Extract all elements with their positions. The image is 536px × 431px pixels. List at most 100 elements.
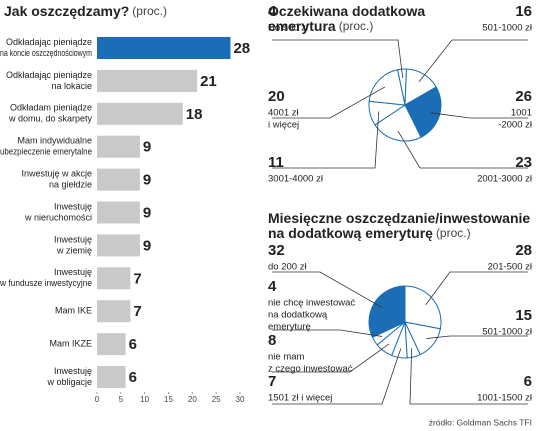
category-label: w nieruchomości <box>24 212 92 222</box>
category-label: Inwestuję w akcje <box>21 168 92 178</box>
category-label: Odkładając pieniądze <box>6 70 92 80</box>
category-label: w domu, do skarpety <box>8 114 93 124</box>
slice-label: 201-500 zł <box>488 262 533 273</box>
title: emerytura <box>268 18 336 34</box>
slice-label: 501-1000 zł <box>482 327 533 338</box>
title: Jak oszczędzamy? <box>4 3 129 19</box>
slice-label: z czego inwestować <box>268 364 353 375</box>
leader-line <box>272 86 386 119</box>
leader-line <box>272 271 383 308</box>
x-tick-label: 30 <box>236 395 245 404</box>
category-label: Inwestuję <box>54 234 92 244</box>
category-label: Odkładając pieniądze <box>6 37 92 47</box>
slice-label: i więcej <box>268 120 299 131</box>
category-label: Inwestuję <box>54 267 92 277</box>
bar <box>97 267 131 290</box>
value-label: 4 <box>268 3 277 20</box>
bar <box>97 201 140 224</box>
x-tick-label: 10 <box>140 395 149 404</box>
value-label: 18 <box>186 106 203 123</box>
value-label: 6 <box>524 373 532 390</box>
bar <box>97 333 126 356</box>
slice-label: 3001-4000 zł <box>268 174 324 185</box>
value-label: 8 <box>268 332 276 349</box>
pie-slice <box>374 104 422 142</box>
leader-line <box>272 39 404 79</box>
bar <box>97 135 140 158</box>
value-label: 9 <box>143 172 151 189</box>
value-label: 28 <box>515 242 532 259</box>
category-label: w ziemię <box>56 245 92 255</box>
category-label: ubezpieczenie emerytalne <box>0 147 92 157</box>
category-label: Mam IKE <box>55 306 92 316</box>
chart-title: emerytura (proc.) <box>268 18 373 34</box>
slice-label: na dodatkową <box>268 310 328 321</box>
pie-slice <box>404 285 442 330</box>
slice-label: emeryturę <box>268 322 311 333</box>
source: źródło: Goldman Sachs TFI <box>429 417 532 427</box>
x-tick-label: 5 <box>119 395 124 404</box>
value-label: 7 <box>268 373 276 390</box>
bar <box>97 37 231 59</box>
slice-label: nie mam <box>268 352 305 363</box>
value-label: 16 <box>515 3 532 20</box>
chart-title: na dodatkową emeryturę (proc.) <box>268 225 471 241</box>
leader-line <box>418 39 528 83</box>
bar <box>97 168 140 191</box>
slice-label: nie chcę inwestować <box>268 298 355 309</box>
pie-slice <box>404 86 442 138</box>
chart-title: Miesięczne oszczędzanie/inwestowanie <box>268 210 530 226</box>
leader-line <box>397 130 528 169</box>
slice-label: Do 500 zł <box>268 23 309 34</box>
bar <box>97 102 183 125</box>
bar <box>97 234 140 257</box>
value-label: 23 <box>515 154 532 171</box>
value-label: 15 <box>515 307 532 324</box>
value-label: 7 <box>133 303 141 320</box>
title: na dodatkową emeryturę <box>268 225 433 241</box>
x-tick-label: 15 <box>164 395 173 404</box>
category-label: Inwestuję <box>54 366 92 376</box>
subtitle: (proc.) <box>132 4 167 18</box>
value-label: 26 <box>515 88 532 105</box>
value-label: 28 <box>233 40 250 57</box>
category-label: w fundusze inwestycyjne <box>0 278 92 288</box>
value-label: 20 <box>268 88 285 105</box>
value-label: 32 <box>268 242 285 259</box>
value-label: 9 <box>143 204 151 221</box>
pie-slice <box>368 285 406 338</box>
chart-title: Oczekiwana dodatkowa <box>268 3 425 19</box>
title: Oczekiwana dodatkowa <box>268 3 425 19</box>
value-label: 11 <box>268 154 284 171</box>
slice-label: do 200 zł <box>268 262 307 273</box>
category-label: na koncie oszczędnościowym <box>0 48 92 58</box>
slice-label: 1001 <box>511 108 532 119</box>
leader-line <box>409 348 528 405</box>
leader-line <box>272 329 383 337</box>
chart-title: Jak oszczędzamy? (proc.) <box>4 3 167 19</box>
leader-line <box>272 343 390 373</box>
category-label: na lokacie <box>51 81 92 91</box>
leader-line <box>426 335 528 339</box>
value-label: 6 <box>129 369 137 386</box>
leader-line <box>425 271 528 306</box>
x-tick-label: 25 <box>212 395 221 404</box>
category-label: Inwestuję <box>54 201 92 211</box>
slice-label: 2001-3000 zł <box>477 174 533 185</box>
bar <box>97 366 126 388</box>
x-tick-label: 20 <box>188 395 197 404</box>
slice-label: 1501 zł i więcej <box>268 393 332 404</box>
x-tick-label: 0 <box>95 395 100 404</box>
subtitle: (proc.) <box>339 19 374 33</box>
slice-label: -2000 zł <box>498 120 533 131</box>
leader-line <box>272 111 380 169</box>
value-label: 6 <box>129 336 137 353</box>
category-label: Mam IKZE <box>49 338 92 348</box>
value-label: 9 <box>143 139 151 156</box>
bar <box>97 69 198 92</box>
subtitle: (proc.) <box>436 226 471 240</box>
slice-label: 1001-1500 zł <box>477 393 533 404</box>
category-label: na giełdzie <box>49 179 92 189</box>
value-label: 9 <box>143 237 151 254</box>
pie-slice <box>368 69 406 106</box>
